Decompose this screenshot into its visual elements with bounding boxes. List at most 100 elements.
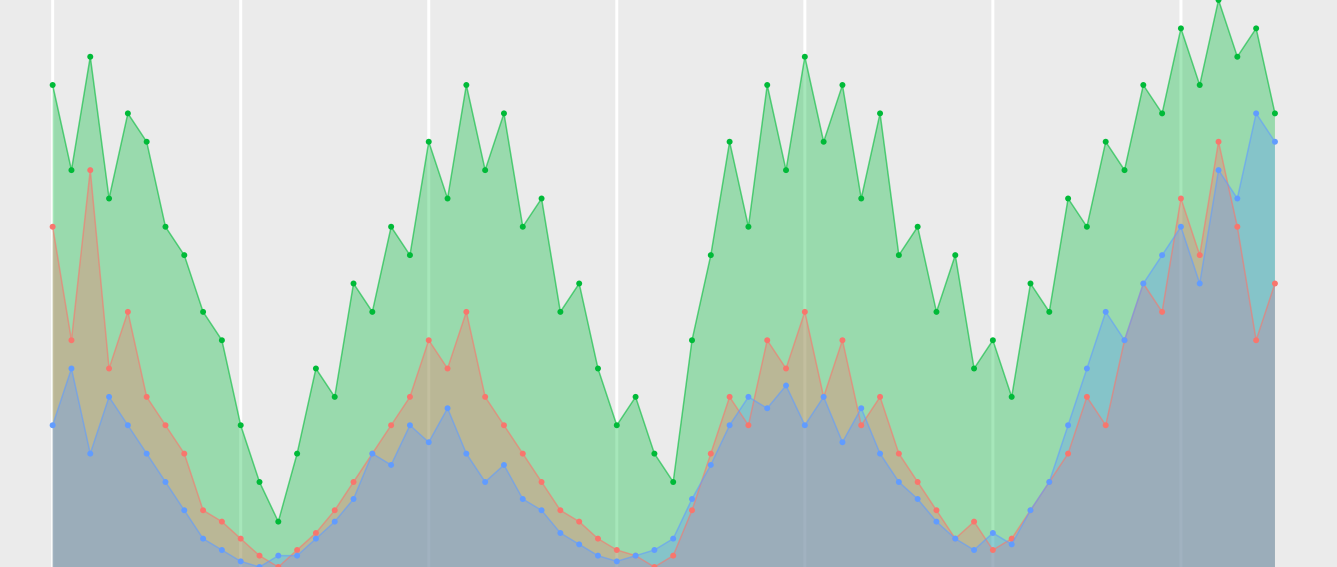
point	[914, 478, 921, 485]
point	[801, 308, 808, 315]
point	[914, 223, 921, 230]
point	[651, 450, 658, 457]
point	[1271, 138, 1278, 145]
point	[1008, 393, 1015, 400]
point	[294, 450, 301, 457]
point	[952, 252, 959, 259]
point	[858, 405, 865, 412]
point	[670, 535, 677, 542]
point	[519, 223, 526, 230]
point	[331, 393, 338, 400]
point	[200, 507, 207, 514]
point	[444, 365, 451, 372]
point	[275, 518, 282, 525]
point	[820, 138, 827, 145]
area	[52, 141, 1275, 567]
point	[1177, 223, 1184, 230]
point	[1140, 82, 1147, 89]
point	[576, 280, 583, 287]
point	[406, 393, 413, 400]
point	[576, 541, 583, 548]
point	[68, 167, 75, 174]
point	[594, 535, 601, 542]
point	[275, 564, 282, 567]
point	[989, 337, 996, 344]
point	[1046, 478, 1053, 485]
point	[87, 450, 94, 457]
point	[726, 393, 733, 400]
point	[820, 393, 827, 400]
point	[200, 308, 207, 315]
point	[1102, 138, 1109, 145]
point	[839, 82, 846, 89]
point	[557, 507, 564, 514]
point	[1083, 223, 1090, 230]
point	[576, 518, 583, 525]
point	[312, 365, 319, 372]
point	[1083, 393, 1090, 400]
point	[1234, 223, 1241, 230]
point	[68, 365, 75, 372]
point	[971, 518, 978, 525]
point	[707, 450, 714, 457]
point	[444, 195, 451, 202]
point	[689, 495, 696, 502]
point	[1102, 422, 1109, 429]
point	[1065, 195, 1072, 202]
point	[1253, 110, 1260, 117]
point	[1008, 541, 1015, 548]
point	[952, 535, 959, 542]
point	[895, 478, 902, 485]
point	[557, 308, 564, 315]
point	[388, 461, 395, 468]
point	[1177, 195, 1184, 202]
point	[143, 450, 150, 457]
point	[1177, 25, 1184, 32]
point	[1253, 25, 1260, 32]
point	[312, 535, 319, 542]
point	[1271, 110, 1278, 117]
point	[895, 450, 902, 457]
point	[933, 507, 940, 514]
point	[594, 365, 601, 372]
point	[689, 507, 696, 514]
point	[1196, 280, 1203, 287]
point	[538, 195, 545, 202]
point	[538, 507, 545, 514]
point	[181, 252, 188, 259]
point	[877, 450, 884, 457]
point	[482, 167, 489, 174]
point	[1196, 82, 1203, 89]
point	[933, 518, 940, 525]
point	[425, 138, 432, 145]
point	[482, 478, 489, 485]
point	[162, 223, 169, 230]
point	[1215, 0, 1222, 3]
point	[1234, 195, 1241, 202]
point	[1215, 167, 1222, 174]
point	[707, 252, 714, 259]
point	[613, 558, 620, 565]
point	[1027, 280, 1034, 287]
point	[87, 53, 94, 60]
point	[801, 53, 808, 60]
point	[181, 450, 188, 457]
point	[745, 393, 752, 400]
point	[726, 422, 733, 429]
point	[218, 518, 225, 525]
point	[237, 535, 244, 542]
point	[1159, 308, 1166, 315]
point	[877, 110, 884, 117]
point	[914, 495, 921, 502]
line	[51, 111, 1276, 567]
point	[143, 393, 150, 400]
point	[49, 82, 56, 89]
point	[294, 552, 301, 559]
point	[463, 308, 470, 315]
point	[858, 422, 865, 429]
point	[143, 138, 150, 145]
point	[764, 337, 771, 344]
point	[500, 422, 507, 429]
point	[388, 422, 395, 429]
